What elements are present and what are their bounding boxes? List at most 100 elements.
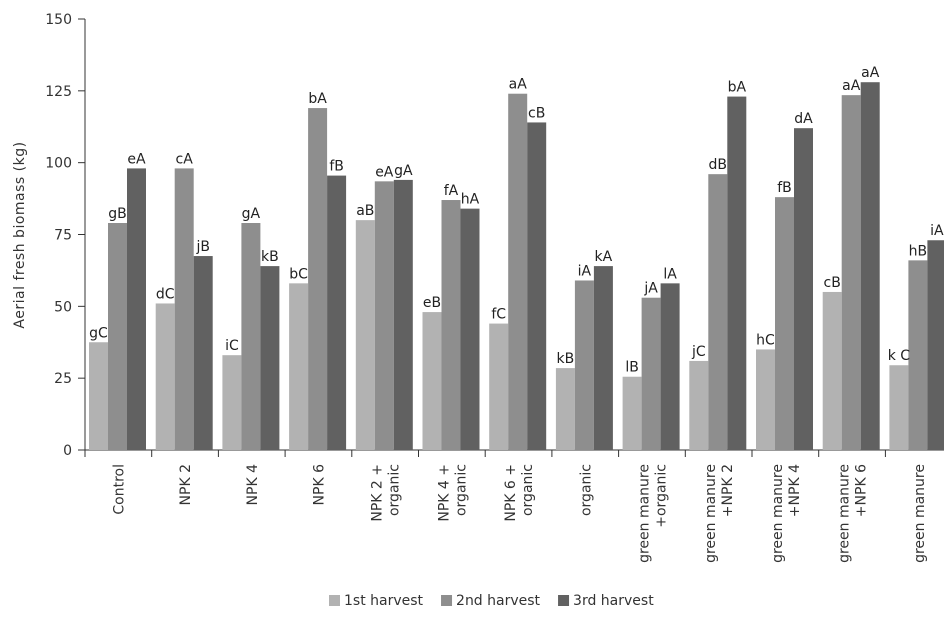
category-label-line: Control: [111, 464, 127, 515]
data-label: iC: [225, 338, 239, 354]
bar-3rd-harvest-6: [527, 122, 547, 450]
data-label: fB: [777, 180, 792, 196]
data-label: fA: [444, 183, 459, 199]
bar-1st-harvest-0: [89, 342, 108, 450]
y-axis-title: Aerial fresh biomass (kg): [12, 141, 28, 328]
bar-2nd-harvest-9: [708, 174, 728, 450]
category-labels: Control NPK 2 NPK 4 NPK 6 NPK 2 + organic NPK …: [111, 464, 927, 563]
bar-1st-harvest-11: [822, 291, 842, 450]
data-label: eA: [375, 164, 394, 180]
data-label: dC: [156, 286, 175, 302]
legend-item: 1st harvest: [329, 593, 424, 609]
data-label: hB: [909, 243, 927, 259]
data-label: kB: [261, 249, 279, 265]
bar-2nd-harvest-6: [508, 93, 528, 450]
bar-3rd-harvest-2: [260, 266, 280, 450]
bar-1st-harvest-2: [222, 355, 242, 450]
y-tick-label: 75: [54, 228, 72, 244]
data-label: gA: [394, 163, 413, 179]
data-label: lB: [625, 360, 639, 376]
bar-2nd-harvest-8: [641, 297, 661, 450]
bar-3rd-harvest-8: [660, 283, 680, 450]
category-label-line: NPK 4 +: [436, 464, 452, 522]
x-axis: [84, 449, 944, 457]
category-label: green manure +NPK 6: [837, 464, 870, 563]
data-label: gC: [89, 325, 108, 341]
bar-3rd-harvest-5: [460, 208, 480, 450]
data-label: iA: [578, 263, 592, 279]
data-label: fC: [491, 307, 506, 323]
y-tick-label: 25: [54, 371, 72, 387]
bar-2nd-harvest-11: [841, 95, 861, 450]
bar-1st-harvest-9: [689, 360, 709, 450]
category-label-line: +organic: [653, 464, 669, 528]
data-label: gB: [108, 206, 127, 222]
category-label: green manure +NPK 2: [703, 464, 736, 563]
bar-2nd-harvest-5: [441, 200, 461, 450]
category-label-line: organic: [520, 464, 536, 516]
bar-2nd-harvest-2: [241, 223, 261, 450]
category-label: NPK 4 + organic: [436, 464, 469, 522]
legend-label: 1st harvest: [344, 593, 424, 609]
bar-2nd-harvest-7: [574, 280, 594, 450]
bar-3rd-harvest-9: [727, 96, 747, 450]
data-label: iA: [930, 223, 944, 239]
data-label: dB: [709, 157, 728, 173]
bar-1st-harvest-1: [155, 303, 175, 450]
y-tick-label: 0: [63, 443, 72, 459]
category-label-line: NPK 4: [245, 464, 261, 506]
legend-label: 3rd harvest: [573, 593, 654, 609]
data-label: bA: [308, 91, 327, 107]
bar-1st-harvest-12: [889, 365, 909, 450]
category-label: green manure: [912, 464, 928, 563]
category-label-line: NPK 2 +: [370, 464, 386, 522]
data-label: aB: [356, 203, 374, 219]
category-label-line: green manure: [837, 464, 853, 563]
bar-1st-harvest-10: [756, 349, 775, 450]
category-label-line: organic: [453, 464, 469, 516]
category-label: NPK 2: [178, 464, 194, 505]
category-label: organic: [578, 464, 594, 516]
bar-3rd-harvest-7: [593, 266, 613, 450]
y-tick-label: 100: [45, 156, 72, 172]
category-label-line: green manure: [770, 464, 786, 563]
category-label-line: green manure: [703, 464, 719, 563]
category-label: NPK 4: [245, 464, 261, 506]
category-label: green manure +NPK 4: [770, 464, 803, 563]
bar-1st-harvest-8: [622, 376, 642, 450]
data-label: hA: [461, 192, 480, 208]
legend-item: 3rd harvest: [558, 593, 654, 609]
category-label: Control: [111, 464, 127, 515]
bar-2nd-harvest-12: [908, 260, 928, 450]
bar-1st-harvest-5: [422, 312, 442, 450]
bar-2nd-harvest-0: [108, 223, 127, 450]
data-label: hC: [756, 332, 775, 348]
data-label: aA: [509, 77, 528, 93]
bar-1st-harvest-7: [555, 368, 575, 450]
bar-2nd-harvest-10: [775, 197, 794, 450]
legend-swatch: [558, 595, 570, 606]
y-axis: 0 25 50 75 100 125 150: [45, 12, 86, 459]
category-label-line: green manure: [636, 464, 652, 563]
bar-3rd-harvest-11: [860, 82, 880, 451]
data-label: eB: [423, 295, 441, 311]
category-label: NPK 6: [311, 464, 327, 506]
data-label: kB: [557, 351, 575, 367]
legend-swatch: [441, 595, 453, 606]
data-label: cA: [176, 151, 194, 167]
bar-2nd-harvest-4: [374, 181, 394, 451]
category-label: NPK 6 + organic: [503, 464, 536, 522]
y-tick-label: 125: [45, 84, 72, 100]
bar-3rd-harvest-12: [927, 240, 944, 450]
y-axis-title-group: Aerial fresh biomass (kg): [12, 141, 28, 328]
category-label-line: green manure: [912, 464, 928, 563]
legend: 1st harvest 2nd harvest 3rd harvest: [329, 593, 654, 609]
data-label: jC: [691, 344, 706, 360]
bar-3rd-harvest-0: [127, 168, 146, 450]
y-tick-label: 150: [45, 12, 72, 28]
data-label: fB: [329, 159, 344, 175]
data-label: cB: [824, 275, 841, 291]
category-label: NPK 2 + organic: [370, 464, 403, 522]
bar-1st-harvest-6: [489, 323, 509, 450]
